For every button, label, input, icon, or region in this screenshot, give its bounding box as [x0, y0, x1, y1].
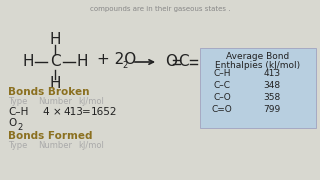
Text: C: C: [50, 55, 60, 69]
Text: Type: Type: [8, 98, 28, 107]
Text: Enthalpies (kJ/mol): Enthalpies (kJ/mol): [215, 61, 300, 70]
FancyBboxPatch shape: [200, 48, 316, 128]
Text: 413: 413: [263, 69, 281, 78]
Text: 1652: 1652: [91, 107, 117, 117]
Text: 348: 348: [263, 82, 281, 91]
Text: H: H: [49, 33, 61, 48]
Text: C–H: C–H: [213, 69, 231, 78]
Text: H): H): [262, 53, 279, 68]
Text: C=O: C=O: [212, 105, 232, 114]
Text: O: O: [244, 53, 256, 68]
Text: Bonds Broken: Bonds Broken: [8, 87, 90, 97]
Text: C: C: [178, 55, 188, 69]
Text: O: O: [8, 118, 16, 128]
Text: H: H: [22, 55, 34, 69]
Text: H: H: [76, 55, 88, 69]
Text: 2: 2: [122, 60, 127, 69]
Text: 2: 2: [17, 123, 22, 132]
Text: =: =: [82, 107, 91, 117]
Text: H: H: [49, 76, 61, 91]
Text: C–O: C–O: [213, 93, 231, 102]
Text: 799: 799: [263, 105, 281, 114]
Text: + 2(H: + 2(H: [212, 53, 257, 68]
Text: C–H: C–H: [8, 107, 28, 117]
Text: O: O: [165, 55, 177, 69]
Text: compounds are in their gaseous states .: compounds are in their gaseous states .: [90, 6, 230, 12]
Text: 358: 358: [263, 93, 281, 102]
Text: 4: 4: [42, 107, 49, 117]
Text: Average Bond: Average Bond: [226, 52, 290, 61]
Text: ×: ×: [53, 107, 62, 117]
Text: Type: Type: [8, 141, 28, 150]
Text: Bonds Formed: Bonds Formed: [8, 131, 92, 141]
Text: C–C: C–C: [213, 82, 230, 91]
Text: + 2O: + 2O: [97, 53, 136, 68]
Text: Number: Number: [38, 98, 72, 107]
Text: kJ/mol: kJ/mol: [78, 141, 104, 150]
Text: Number: Number: [38, 141, 72, 150]
Text: 413: 413: [63, 107, 83, 117]
Text: O: O: [200, 55, 212, 69]
Text: kJ/mol: kJ/mol: [78, 98, 104, 107]
